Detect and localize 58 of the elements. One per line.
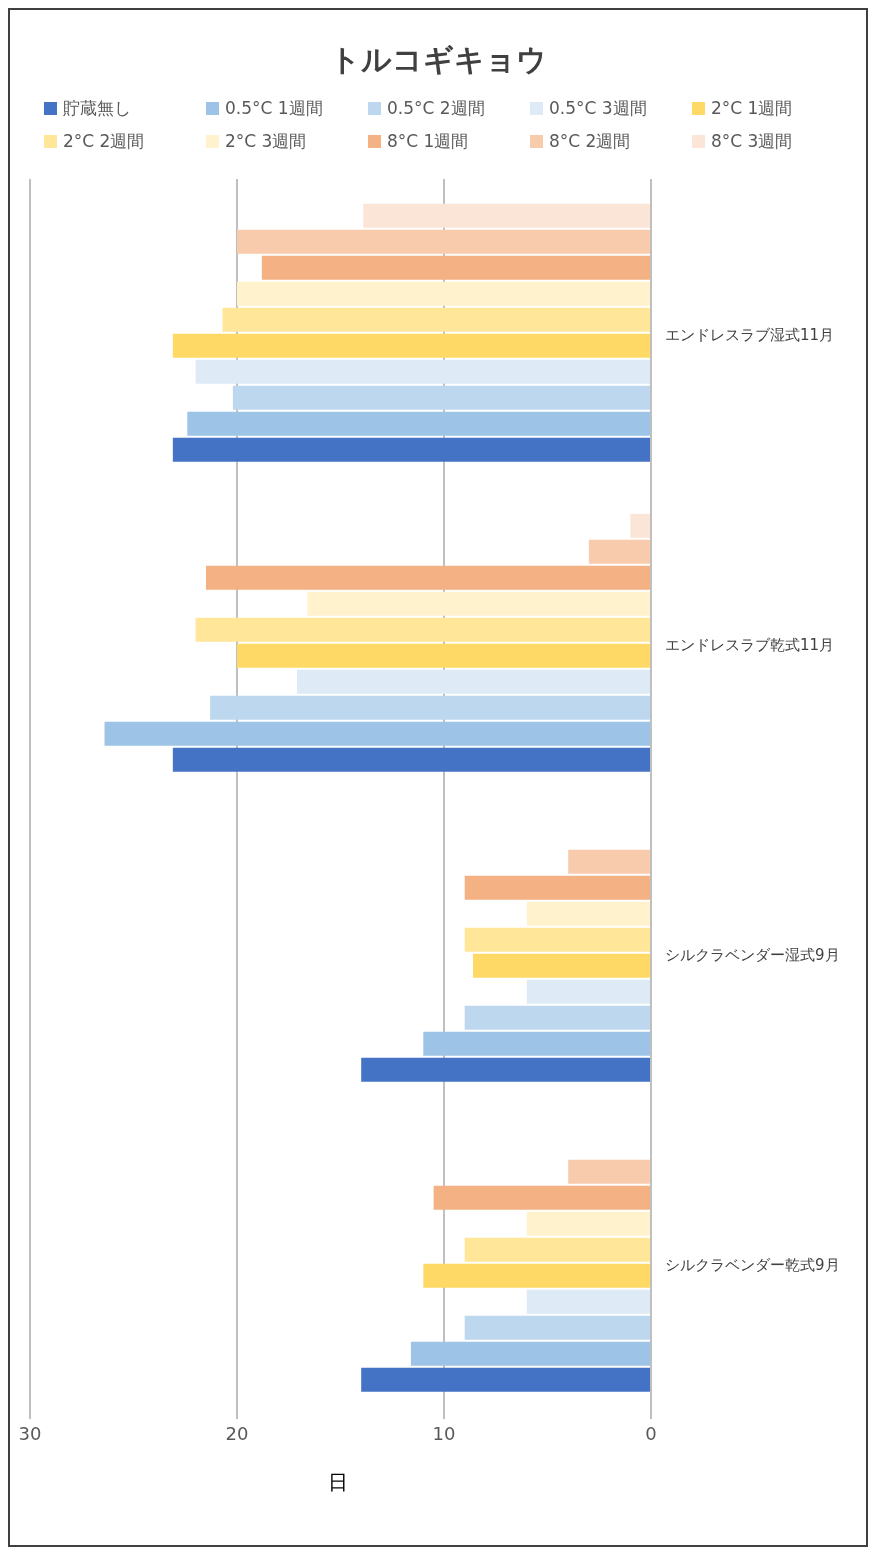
bar	[410, 1341, 651, 1366]
bar	[195, 617, 651, 642]
bar	[361, 1057, 651, 1082]
bar	[526, 1211, 651, 1236]
chart-title: トルコギキョウ	[328, 41, 548, 79]
bar	[104, 721, 651, 746]
bar	[261, 255, 651, 280]
y-tick-label: シルクラベンダー湿式9月	[665, 946, 840, 964]
legend-label: 2°C 1週間	[711, 97, 793, 120]
bar	[568, 1159, 651, 1184]
bar	[526, 1289, 651, 1314]
bar	[588, 539, 651, 564]
y-tick-label: エンドレスラブ乾式11月	[665, 636, 835, 654]
legend-label: 0.5°C 2週間	[387, 97, 485, 120]
y-tick-label: シルクラベンダー乾式9月	[665, 1256, 840, 1274]
bar	[472, 953, 651, 978]
bar	[210, 695, 651, 720]
bar	[307, 591, 651, 616]
legend-label: 8°C 3週間	[711, 130, 793, 153]
legend-label: 8°C 2週間	[549, 130, 631, 153]
legend-label: 0.5°C 3週間	[549, 97, 647, 120]
bar	[205, 565, 651, 590]
bar	[172, 437, 651, 462]
x-tick-label: 30	[18, 1422, 42, 1444]
bar	[423, 1031, 651, 1056]
bar	[237, 229, 651, 254]
bar	[433, 1185, 651, 1210]
bar	[464, 1315, 651, 1340]
x-tick-label: 10	[432, 1422, 456, 1444]
x-tick-label: 20	[225, 1422, 249, 1444]
legend-label: 8°C 1週間	[387, 130, 469, 153]
bar	[363, 203, 651, 228]
x-tick-label: 0	[645, 1422, 657, 1444]
bar	[568, 849, 651, 874]
bar	[237, 643, 651, 668]
bar	[464, 927, 651, 952]
bar	[222, 307, 651, 332]
bar	[526, 901, 651, 926]
legend-label: 2°C 2週間	[63, 130, 145, 153]
bar	[630, 513, 651, 538]
legend-label: 2°C 3週間	[225, 130, 307, 153]
bar	[464, 1237, 651, 1262]
bar	[464, 1005, 651, 1030]
x-axis-title: 日	[327, 1469, 349, 1496]
bar	[361, 1367, 651, 1392]
bar	[423, 1263, 651, 1288]
bar	[232, 385, 651, 410]
bar	[172, 333, 651, 358]
legend-label: 貯蔵無し	[63, 97, 131, 120]
bar	[172, 747, 651, 772]
bar	[526, 979, 651, 1004]
y-tick-label: エンドレスラブ湿式11月	[665, 326, 835, 344]
bar	[237, 281, 651, 306]
bar	[297, 669, 651, 694]
bar	[187, 411, 651, 436]
bar	[464, 875, 651, 900]
legend-label: 0.5°C 1週間	[225, 97, 323, 120]
bar	[195, 359, 651, 384]
